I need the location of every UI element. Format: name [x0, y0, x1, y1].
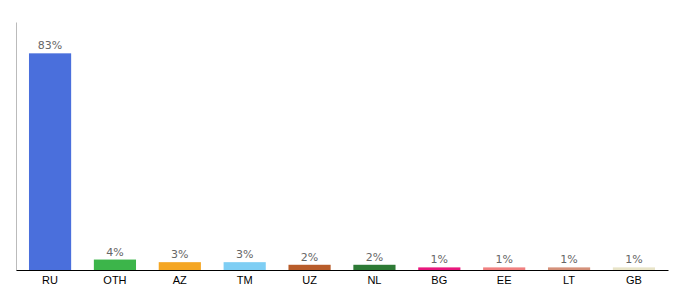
- y-axis: [16, 23, 17, 271]
- x-tick: OTH: [103, 270, 126, 286]
- x-tick: GB: [626, 270, 642, 286]
- data-label: 2%: [301, 251, 318, 264]
- x-axis-line: [17, 270, 669, 271]
- data-label: 2%: [366, 251, 383, 264]
- bar: [159, 262, 201, 270]
- x-tick-label: OTH: [103, 274, 126, 286]
- data-label: 3%: [171, 248, 188, 261]
- data-label: 83%: [38, 39, 62, 52]
- data-labels: 83% 4% 3% 3% 2% 2% 1% 1% 1% 1%: [38, 39, 643, 266]
- x-tick-label: RU: [42, 274, 58, 286]
- data-label: 1%: [625, 253, 642, 266]
- data-label: 1%: [495, 253, 512, 266]
- x-tick-label: EE: [497, 274, 512, 286]
- x-tick-label: NL: [367, 274, 381, 286]
- x-tick: NL: [367, 270, 381, 286]
- bar: [29, 53, 71, 270]
- bar: [288, 265, 330, 270]
- bar: [613, 267, 655, 270]
- x-tick-label: BG: [431, 274, 447, 286]
- x-tick: AZ: [173, 270, 187, 286]
- bar: [224, 262, 266, 270]
- x-tick: BG: [431, 270, 447, 286]
- chart-svg: RU OTH AZ TM UZ NL BG EE LT GB 83% 4% 3% 3% 2% 2% 1% 1% 1%…: [0, 0, 680, 300]
- x-tick-label: TM: [237, 274, 253, 286]
- x-tick-label: LT: [563, 274, 575, 286]
- plot-area: RU OTH AZ TM UZ NL BG EE LT GB 83% 4% 3% 3% 2% 2% 1% 1% 1%…: [17, 23, 669, 286]
- x-tick-label: UZ: [302, 274, 317, 286]
- x-tick: RU: [42, 270, 58, 286]
- x-tick: TM: [237, 270, 253, 286]
- x-tick: EE: [497, 270, 512, 286]
- bars: [29, 53, 655, 270]
- bar: [483, 267, 525, 270]
- y-axis-line: [16, 23, 17, 271]
- bar: [418, 267, 460, 270]
- x-tick-label: AZ: [173, 274, 187, 286]
- data-label: 3%: [236, 248, 253, 261]
- x-tick-label: GB: [626, 274, 642, 286]
- chart-container: RU OTH AZ TM UZ NL BG EE LT GB 83% 4% 3% 3% 2% 2% 1% 1% 1%…: [0, 0, 680, 300]
- data-label: 1%: [560, 253, 577, 266]
- data-label: 1%: [431, 253, 448, 266]
- bar: [353, 265, 395, 270]
- x-tick: LT: [563, 270, 575, 286]
- data-label: 4%: [106, 246, 123, 259]
- bar: [548, 267, 590, 270]
- x-tick: UZ: [302, 270, 317, 286]
- x-axis: RU OTH AZ TM UZ NL BG EE LT GB: [17, 270, 669, 286]
- bar: [94, 260, 136, 270]
